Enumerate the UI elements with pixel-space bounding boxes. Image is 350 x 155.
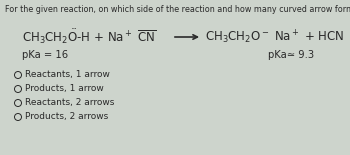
Text: For the given reaction, on which side of the reaction and how many curved arrow : For the given reaction, on which side of… — [5, 5, 350, 14]
Text: Products, 1 arrow: Products, 1 arrow — [25, 84, 104, 93]
Text: Products, 2 arrows: Products, 2 arrows — [25, 113, 108, 122]
Text: CH$_3$CH$_2\ddot{\mathsf{O}}$-H + Na$^+$ $\mathsf{\overline{CN}}$: CH$_3$CH$_2\ddot{\mathsf{O}}$-H + Na$^+$… — [22, 28, 156, 46]
Text: Reactants, 2 arrows: Reactants, 2 arrows — [25, 98, 114, 108]
Text: CH$_3$CH$_2$O$^-$ Na$^+$ + HCN: CH$_3$CH$_2$O$^-$ Na$^+$ + HCN — [205, 28, 344, 46]
Text: Reactants, 1 arrow: Reactants, 1 arrow — [25, 71, 110, 80]
Text: pKa = 16: pKa = 16 — [22, 50, 68, 60]
Text: pKa≃ 9.3: pKa≃ 9.3 — [268, 50, 314, 60]
